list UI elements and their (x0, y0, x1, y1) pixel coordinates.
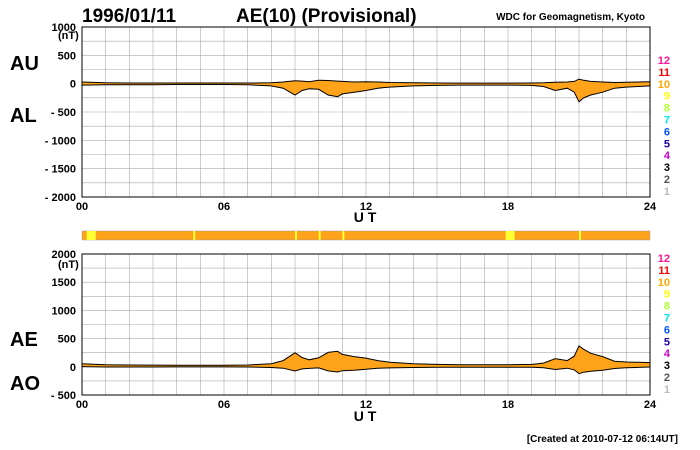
p1-x-tick-label: 24 (644, 201, 657, 213)
p1-y-tick-label: - 1000 (45, 135, 76, 147)
station-legend-item: 6 (664, 324, 670, 336)
p1-y-tick-label: 0 (70, 79, 76, 91)
ae-ao-grid (81, 253, 651, 396)
series-line-ae (81, 345, 651, 366)
station-legend-item: 9 (664, 289, 670, 301)
ae-ao-y-ticks: 2000 1500 1000 500 0 - 500 (51, 249, 76, 402)
station-legend-item: 10 (658, 79, 670, 91)
coverage-gap-mark (342, 231, 345, 240)
p1-y-tick-label: - 1500 (45, 164, 76, 176)
chart-title: AE(10) (Provisional) (236, 6, 417, 27)
p2-y-tick-label: 1000 (52, 305, 76, 317)
au-al-unit-label: (nT) (58, 30, 79, 42)
ae-label: AE (10, 329, 38, 351)
station-legend-item: 12 (658, 55, 670, 67)
p1-x-tick-label: 12 (360, 201, 372, 213)
station-legend-item: 12 (658, 253, 670, 265)
p1-x-tick-label: 18 (502, 201, 514, 213)
ae-ao-x-ticks: 00 06 12 18 24 (76, 399, 657, 411)
date-label: 1996/01/11 (82, 6, 176, 27)
p2-x-tick-label: 12 (360, 399, 372, 411)
coverage-gap-mark (505, 231, 515, 240)
au-al-area (81, 78, 651, 103)
p2-y-tick-label: 0 (70, 362, 76, 374)
station-legend-item: 11 (658, 67, 670, 79)
au-al-x-axis-label: U T (354, 209, 377, 225)
station-legend-item: 5 (664, 336, 670, 348)
p1-y-tick-label: - 500 (51, 107, 76, 119)
series-line-au (81, 78, 651, 84)
p2-x-tick-label: 06 (218, 399, 230, 411)
ao-label: AO (10, 373, 40, 395)
station-legend-item: 7 (664, 115, 670, 127)
station-legend-item: 10 (658, 277, 670, 289)
p1-x-tick-label: 00 (76, 201, 88, 213)
station-legend-item: 4 (664, 150, 671, 162)
al-label: AL (10, 105, 37, 127)
au-label: AU (10, 53, 39, 75)
station-legend-item: 1 (664, 384, 670, 396)
p1-y-tick-label: 500 (58, 50, 76, 62)
coverage-gap-mark (579, 231, 581, 240)
au-al-y-ticks: 1000 500 0 - 500 - 1000 - 1500 - 2000 (45, 22, 76, 204)
p2-x-tick-label: 24 (644, 399, 657, 411)
au-al-panel: 1000 500 0 - 500 - 1000 - 1500 - 2000 00 06 12 18… (10, 22, 657, 225)
station-legend-item: 11 (658, 265, 670, 277)
station-legend-item: 2 (664, 372, 670, 384)
p1-y-tick-label: 1000 (52, 22, 76, 34)
station-legend-item: 5 (664, 138, 670, 150)
series-line-ao (81, 366, 651, 375)
p2-y-tick-label: - 500 (51, 390, 76, 402)
p1-x-tick-label: 06 (218, 201, 230, 213)
station-legend-item: 2 (664, 174, 670, 186)
station-legend-item: 8 (664, 301, 670, 313)
station-legend-item: 7 (664, 313, 670, 325)
p2-x-tick-label: 18 (502, 399, 514, 411)
p2-y-tick-label: 2000 (52, 249, 76, 261)
data-coverage-bar (81, 230, 651, 241)
au-al-x-ticks: 00 06 12 18 24 (76, 201, 657, 213)
p2-x-tick-label: 00 (76, 399, 88, 411)
ae-ao-x-axis-label: U T (354, 408, 377, 424)
created-timestamp: [Created at 2010-07-12 06:14UT] (527, 434, 678, 445)
ae-ao-unit-label: (nT) (58, 259, 79, 271)
p2-y-tick-label: 500 (58, 334, 76, 346)
ae-ao-area (81, 345, 651, 375)
station-legend-item: 9 (664, 91, 670, 103)
station-legend-item: 4 (664, 348, 671, 360)
station-legend-item: 3 (664, 360, 670, 372)
station-legend-item: 8 (664, 103, 670, 115)
ae-ao-frame (81, 253, 651, 396)
coverage-gap-mark (193, 231, 196, 240)
source-label: WDC for Geomagnetism, Kyoto (496, 12, 645, 23)
p1-y-tick-label: - 2000 (45, 192, 76, 204)
station-legend-item: 6 (664, 126, 670, 138)
coverage-gap-mark (295, 231, 297, 240)
ae-ao-panel: 2000 1500 1000 500 0 - 500 00 06 12 18 24 (nT) AE… (10, 249, 657, 424)
au-al-frame (81, 26, 651, 198)
station-legend-item: 3 (664, 162, 670, 174)
au-al-grid (81, 26, 651, 198)
station-legend-item: 1 (664, 186, 670, 198)
p2-y-tick-label: 1500 (52, 277, 76, 289)
coverage-gap-mark (86, 231, 96, 240)
series-line-al (81, 84, 651, 103)
coverage-gap-mark (318, 231, 321, 240)
coverage-bar-fill (81, 230, 651, 241)
